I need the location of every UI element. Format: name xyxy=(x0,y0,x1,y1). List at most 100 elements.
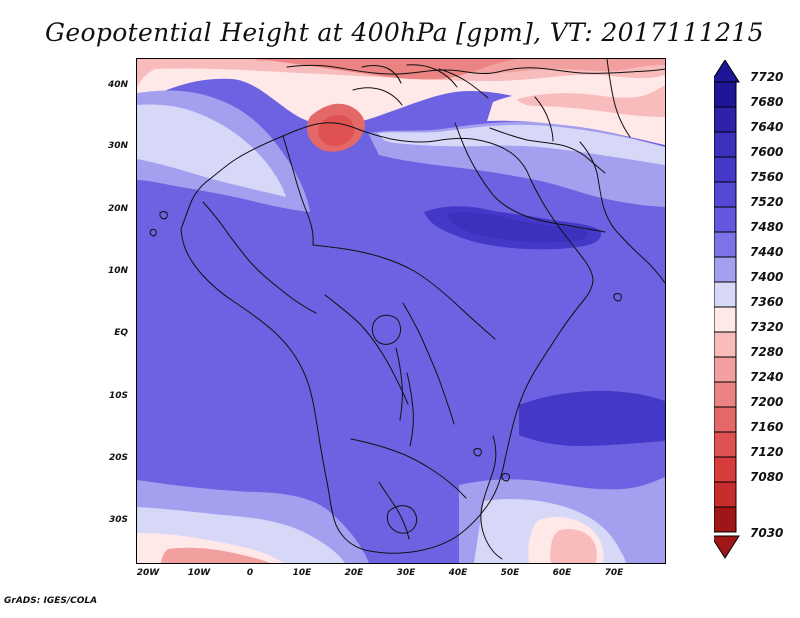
y-axis-label-eq: EQ xyxy=(114,328,128,338)
coastline-group xyxy=(180,59,665,560)
cape-verde-1 xyxy=(159,211,168,220)
madagascar-coastline xyxy=(480,435,503,560)
sicily-outline xyxy=(352,87,403,106)
x-axis-label-10e: 10E xyxy=(292,568,312,578)
legend-swatch xyxy=(713,281,737,308)
mediterranean-coastline xyxy=(286,65,665,75)
legend-label-7400: 7400 xyxy=(750,270,784,284)
legend-label-7520: 7520 xyxy=(750,195,784,209)
north-interior-border xyxy=(282,135,314,246)
central-interior-border xyxy=(312,244,496,340)
persian-gulf-outline xyxy=(534,96,554,142)
legend-swatches xyxy=(713,81,737,533)
legend-label-7080: 7080 xyxy=(750,470,784,484)
legend-swatch xyxy=(713,181,737,208)
legend-swatch xyxy=(713,381,737,408)
y-axis-label-10n: 10N xyxy=(107,266,128,276)
island-group xyxy=(149,211,622,482)
legend-swatch xyxy=(713,206,737,233)
legend-label-7200: 7200 xyxy=(750,395,784,409)
x-axis-label-40e: 40E xyxy=(448,568,468,578)
legend-arrow-bottom-icon xyxy=(710,535,740,559)
legend-svg xyxy=(710,59,740,559)
greece-outline xyxy=(406,64,458,88)
legend-swatch xyxy=(713,331,737,358)
legend-swatch xyxy=(713,456,737,483)
legend-swatch xyxy=(713,106,737,133)
legend-label-7280: 7280 xyxy=(750,345,784,359)
x-axis-label-20e: 20E xyxy=(344,568,364,578)
east-africa-border xyxy=(402,302,455,425)
x-axis-label-30e: 30E xyxy=(396,568,416,578)
legend-label-7560: 7560 xyxy=(750,170,784,184)
lake-malawi-outline xyxy=(406,372,414,447)
legend-arrow-top-icon xyxy=(710,59,740,83)
legend-label-7440: 7440 xyxy=(750,245,784,259)
lake-tanganyika-outline xyxy=(395,347,403,421)
legend-label-7030: 7030 xyxy=(750,526,784,540)
grads-credit: GrADS: IGES/COLA xyxy=(4,596,98,606)
y-axis-label-40n: 40N xyxy=(107,80,128,90)
southeast-pink xyxy=(550,528,597,563)
x-axis-label-10w: 10W xyxy=(187,568,211,578)
maldives-outline xyxy=(613,293,622,302)
y-axis-label-10s: 10S xyxy=(108,391,128,401)
africa-map-svg xyxy=(137,59,665,563)
lesotho-outline xyxy=(386,505,418,534)
legend-swatch xyxy=(713,356,737,383)
legend-swatch xyxy=(713,81,737,108)
y-axis-label-20s: 20S xyxy=(108,453,128,463)
legend-swatch xyxy=(713,406,737,433)
south-africa-border xyxy=(378,481,410,540)
legend-label-7360: 7360 xyxy=(750,295,784,309)
west-africa-border xyxy=(202,201,317,314)
arabian-darker-blue xyxy=(446,212,588,243)
legend-label-7160: 7160 xyxy=(750,420,784,434)
southern-africa-border xyxy=(350,438,467,499)
legend-label-7720: 7720 xyxy=(750,70,784,84)
legend-label-7680: 7680 xyxy=(750,95,784,109)
india-coastline xyxy=(579,141,665,284)
africa-map xyxy=(136,58,666,564)
x-axis-label-20w: 20W xyxy=(136,568,160,578)
x-axis-label-50e: 50E xyxy=(500,568,520,578)
southwest-rose xyxy=(161,547,270,563)
y-axis-label-30n: 30N xyxy=(107,141,128,151)
congo-border xyxy=(324,294,409,405)
x-axis-label-0: 0 xyxy=(246,568,254,578)
red-sea-coastline xyxy=(454,122,606,233)
legend-label-7240: 7240 xyxy=(750,370,784,384)
map-title: Geopotential Height at 400hPa [gpm], VT:… xyxy=(45,18,764,47)
northwest-very-light-blue xyxy=(137,104,286,197)
legend-label-7480: 7480 xyxy=(750,220,784,234)
y-axis-label-30s: 30S xyxy=(108,515,128,525)
legend-label-7640: 7640 xyxy=(750,120,784,134)
legend-swatch xyxy=(713,256,737,283)
legend-swatch xyxy=(713,306,737,333)
northeast-pink xyxy=(517,85,665,117)
cape-verde-2 xyxy=(149,228,157,237)
reunion-outline xyxy=(501,473,510,482)
legend-swatch xyxy=(713,231,737,258)
y-axis-label-20n: 20N xyxy=(107,204,128,214)
iran-outline xyxy=(606,59,631,138)
africa-coastline xyxy=(180,122,594,554)
legend-label-7600: 7600 xyxy=(750,145,784,159)
legend-swatch xyxy=(713,431,737,458)
northeast-very-light-blue xyxy=(378,124,665,165)
legend-swatch xyxy=(713,481,737,508)
lake-victoria-outline xyxy=(371,314,401,345)
italy-outline xyxy=(361,65,402,84)
arabian-coastline xyxy=(489,127,606,174)
aegean-outline xyxy=(438,68,489,99)
legend-swatch xyxy=(713,506,737,533)
legend-label-7320: 7320 xyxy=(750,320,784,334)
color-legend: 7720 7680 7640 7600 7560 7520 7480 7440 … xyxy=(710,59,800,560)
x-axis-label-70e: 70E xyxy=(604,568,624,578)
legend-label-7120: 7120 xyxy=(750,445,784,459)
legend-swatch xyxy=(713,156,737,183)
mauritius-outline xyxy=(473,448,482,457)
southern-indian-ocean-dark-blue xyxy=(519,390,665,446)
x-axis-label-60e: 60E xyxy=(552,568,572,578)
